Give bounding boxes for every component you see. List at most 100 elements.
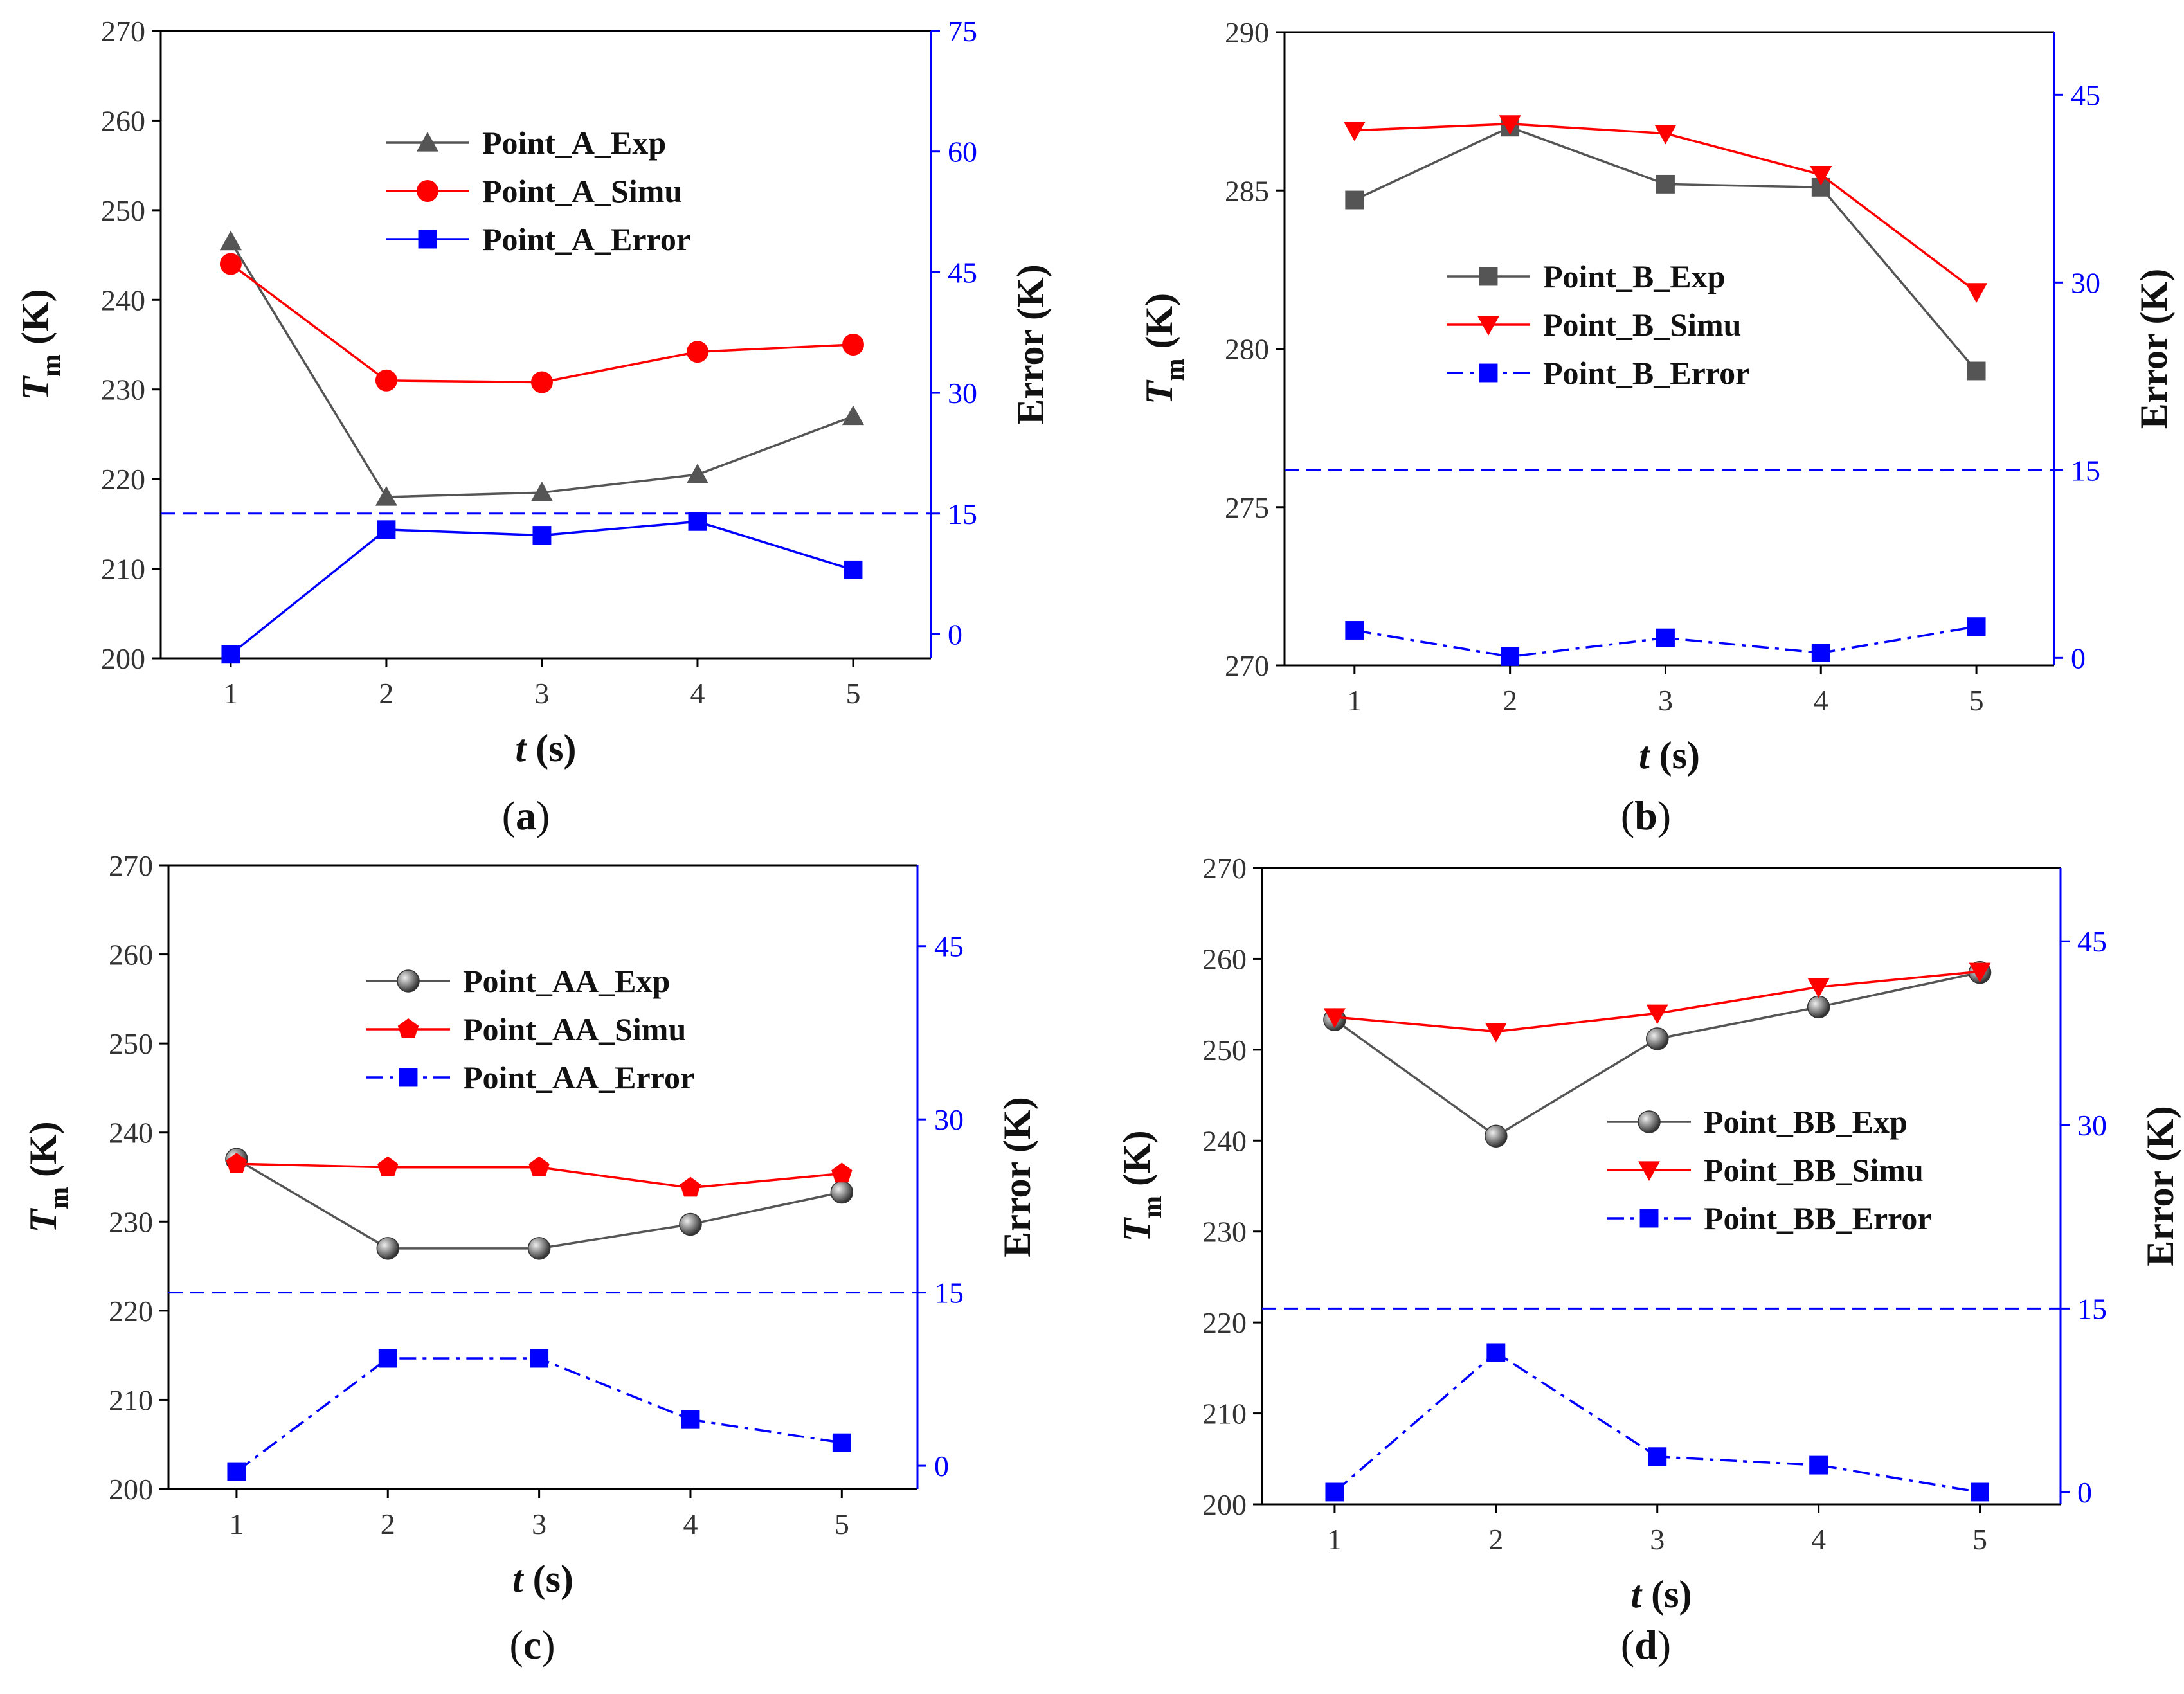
data-point-Point_A_Simu: [842, 334, 864, 356]
x-tick-label: 5: [1969, 684, 1984, 717]
data-point-Point_A_Exp: [842, 405, 864, 426]
y2-tick-label: 30: [2077, 1109, 2107, 1142]
y2-axis-title: Error (K): [2139, 1106, 2181, 1266]
data-point-Point_BB_Simu: [1969, 962, 1991, 983]
data-point-Point_B_Simu: [1965, 283, 1988, 303]
y2-axis-title: Error (K): [2133, 269, 2175, 429]
data-point-Point_A_Exp: [530, 482, 553, 501]
y2-tick-label: 0: [2077, 1476, 2092, 1509]
y2-axis-title-group: Error (K): [2133, 269, 2175, 429]
data-point-Point_B_Simu: [1499, 115, 1521, 135]
data-point-Point_A_Simu: [686, 341, 708, 363]
y-axis-unit: (K): [1115, 1130, 1158, 1196]
y-tick-label: 200: [109, 1473, 153, 1506]
y2-tick-label: 0: [934, 1450, 949, 1482]
data-point-Point_AA_Exp: [527, 1237, 551, 1260]
data-point-Point_AA_Error: [681, 1410, 700, 1429]
legend-marker: [1477, 316, 1499, 336]
legend-marker: [397, 969, 420, 993]
y-tick-label: 275: [1225, 491, 1269, 524]
series-line-Point_A_Simu: [230, 263, 854, 384]
panel-label-letter: c: [523, 1622, 541, 1668]
x-axis-unit: (s): [1650, 734, 1700, 777]
series-line-Point_A_Exp: [230, 240, 854, 498]
y-tick-label: 240: [1202, 1124, 1247, 1157]
x-tick-label: 3: [1658, 684, 1673, 717]
y-axis-title-group: Tm (K): [22, 1121, 74, 1232]
y2-tick-label: 30: [948, 377, 977, 410]
y-tick-label: 230: [101, 374, 145, 406]
data-point-Point_A_Exp: [686, 464, 708, 483]
y2-axis-title: Error (K): [1009, 264, 1052, 424]
data-point-Point_A_Error: [688, 512, 707, 531]
x-axis-unit: (s): [1641, 1573, 1692, 1616]
data-point-Point_BB_Exp: [1807, 995, 1830, 1019]
data-point-Point_A_Simu: [530, 371, 553, 393]
y2-tick-label: 45: [2071, 78, 2100, 111]
y-axis-title: Tm (K): [1115, 1130, 1168, 1241]
x-tick-label: 3: [534, 677, 549, 710]
data-point-Point_A_Error: [221, 645, 240, 664]
y-tick-label: 200: [1202, 1488, 1247, 1521]
y-tick-label: 260: [109, 939, 153, 971]
legend-marker: [1638, 1110, 1661, 1133]
y-tick-label: 270: [101, 15, 145, 48]
y-tick-label: 260: [101, 104, 145, 137]
x-tick-label: 4: [1811, 1523, 1826, 1556]
y-axis-subscript: m: [44, 1187, 74, 1209]
x-axis-unit: (s): [523, 1558, 573, 1600]
panel-label-letter: a: [516, 793, 536, 838]
data-point-Point_BB_Error: [1809, 1455, 1828, 1475]
legend-entry: Point_A_Simu: [482, 173, 682, 209]
panel-label: (a): [502, 793, 550, 838]
data-point-Point_B_Exp: [1656, 174, 1675, 194]
y2-axis-title-group: Error (K): [996, 1097, 1038, 1257]
data-point-Point_AA_Error: [378, 1349, 397, 1368]
y2-axis-title-group: Error (K): [1009, 264, 1052, 424]
x-tick-label: 4: [683, 1508, 698, 1540]
y-tick-label: 240: [109, 1117, 153, 1149]
data-point-Point_BB_Exp: [1645, 1027, 1669, 1050]
data-point-Point_B_Error: [1345, 621, 1364, 640]
x-axis-title: t (s): [1631, 1573, 1692, 1616]
legend-marker: [397, 1018, 419, 1038]
x-tick-label: 1: [1327, 1523, 1342, 1556]
y-tick-label: 290: [1225, 16, 1269, 49]
series-line-Point_BB_Error: [1333, 1351, 1980, 1493]
data-point-Point_BB_Simu: [1646, 1004, 1668, 1025]
y2-tick-label: 45: [948, 256, 977, 289]
y-tick-label: 250: [1202, 1034, 1247, 1067]
data-point-Point_AA_Exp: [679, 1212, 702, 1236]
y2-tick-label: 15: [934, 1277, 964, 1310]
x-tick-label: 1: [223, 677, 238, 710]
data-point-Point_BB_Error: [1486, 1343, 1506, 1362]
data-point-Point_A_Error: [532, 526, 552, 545]
legend-entry: Point_A_Exp: [482, 125, 666, 161]
x-tick-label: 2: [1503, 684, 1517, 717]
panel-label-paren: (: [502, 793, 516, 838]
panel-label-paren: (: [1621, 1622, 1634, 1668]
y2-tick-label: 15: [2077, 1292, 2107, 1325]
y-tick-label: 270: [1202, 852, 1247, 885]
data-point-Point_BB_Error: [1971, 1482, 1989, 1502]
data-point-Point_BB_Simu: [1485, 1022, 1507, 1043]
panel-label-paren: ): [1657, 793, 1671, 838]
y-tick-label: 230: [1202, 1216, 1247, 1248]
legend-entry: Point_BB_Exp: [1704, 1104, 1908, 1140]
y2-tick-label: 60: [948, 136, 977, 168]
y-tick-label: 250: [101, 194, 145, 227]
y-axis-subscript: m: [37, 354, 66, 377]
legend-entry: Point_B_Simu: [1543, 307, 1741, 343]
y-tick-label: 210: [109, 1383, 153, 1416]
data-point-Point_A_Error: [844, 560, 863, 579]
data-point-Point_B_Exp: [1345, 190, 1364, 210]
y-axis-title: Tm (K): [22, 1121, 74, 1232]
y-axis-unit: (K): [14, 289, 57, 354]
y2-tick-label: 45: [2077, 925, 2107, 958]
panel-label-paren: (: [509, 1622, 523, 1668]
data-point-Point_B_Simu: [1810, 166, 1832, 186]
data-point-Point_A_Error: [377, 520, 396, 539]
y-tick-label: 220: [101, 463, 145, 496]
